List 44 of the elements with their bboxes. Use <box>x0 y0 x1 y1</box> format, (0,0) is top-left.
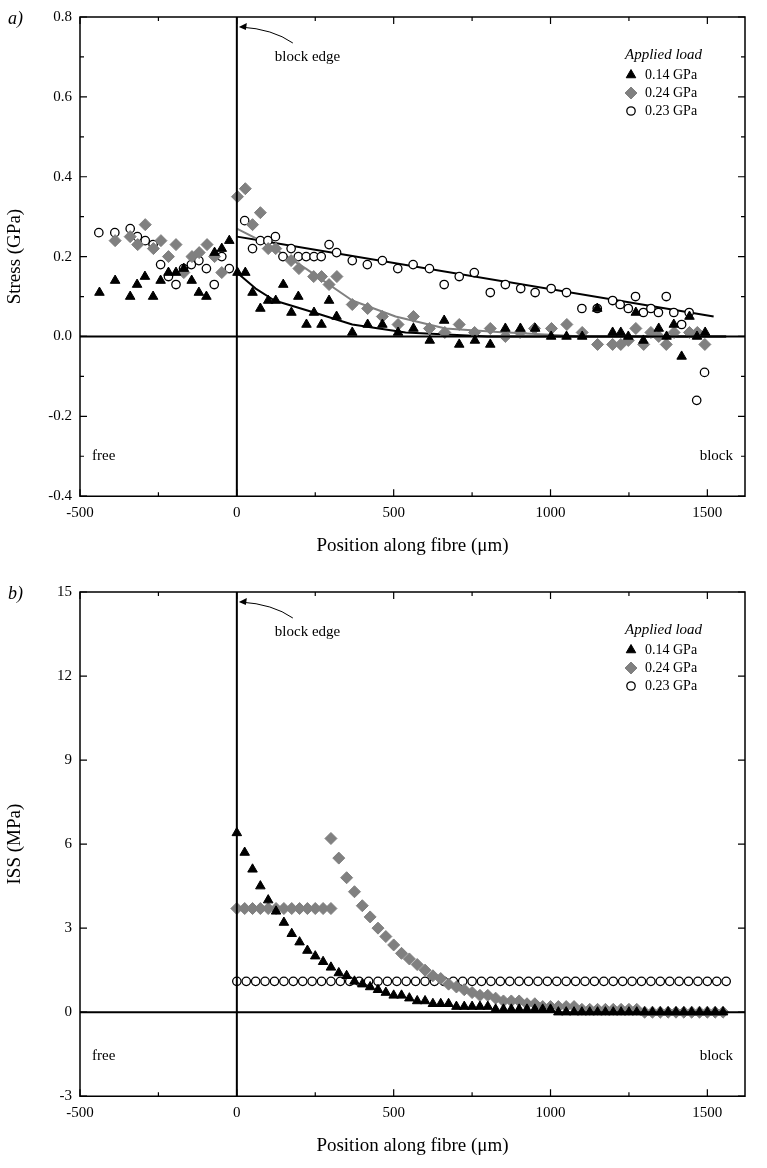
x-tick-label: 1500 <box>692 1104 723 1121</box>
y-tick-label: 0.2 <box>53 247 72 264</box>
annotation: free <box>92 447 116 464</box>
y-tick-label: 9 <box>64 751 72 767</box>
annotation: free <box>92 1047 116 1064</box>
y-tick-label: -0.2 <box>48 407 72 424</box>
x-tick-label: -500 <box>66 1104 94 1121</box>
x-tick-label: -500 <box>66 504 94 521</box>
y-axis-title: ISS (MPa) <box>3 803 26 885</box>
y-tick-label: -0.4 <box>48 487 73 504</box>
x-tick-label: 1000 <box>535 1104 566 1121</box>
legend-label: 0.14 GPa <box>645 66 698 82</box>
y-tick-label: 0.4 <box>53 167 73 184</box>
legend-label: 0.23 GPa <box>645 677 698 693</box>
annotation: block <box>699 1047 734 1064</box>
y-tick-label: 15 <box>57 582 72 599</box>
chart-title: b) <box>8 582 23 604</box>
legend-label: 0.23 GPa <box>645 102 698 118</box>
x-axis-title: Position along fibre (μm) <box>316 533 509 556</box>
y-axis-title: Stress (GPa) <box>3 208 26 305</box>
y-tick-label: 0.6 <box>53 87 73 104</box>
y-tick-label: 3 <box>64 919 72 936</box>
ref-line-label: block edge <box>274 622 341 639</box>
x-tick-label: 0 <box>233 504 241 521</box>
y-tick-label: 0.8 <box>53 7 72 24</box>
legend-title: Applied load <box>624 620 703 637</box>
y-tick-label: 0 <box>64 1003 72 1020</box>
legend-title: Applied load <box>624 45 703 62</box>
x-tick-label: 500 <box>382 1104 405 1121</box>
x-axis-title: Position along fibre (μm) <box>316 1133 509 1156</box>
ref-line-label: block edge <box>274 47 341 64</box>
legend-label: 0.14 GPa <box>645 641 698 657</box>
annotation: block <box>699 447 734 464</box>
legend-label: 0.24 GPa <box>645 659 698 675</box>
y-tick-label: 6 <box>64 835 73 852</box>
x-tick-label: 1500 <box>692 504 723 521</box>
legend-label: 0.24 GPa <box>645 84 698 100</box>
y-tick-label: -3 <box>59 1087 72 1104</box>
y-tick-label: 12 <box>57 666 72 683</box>
x-tick-label: 500 <box>382 504 405 521</box>
x-tick-label: 1000 <box>535 504 566 521</box>
y-tick-label: 0.0 <box>53 327 72 344</box>
x-tick-label: 0 <box>233 1104 241 1121</box>
chart-title: a) <box>8 7 23 29</box>
